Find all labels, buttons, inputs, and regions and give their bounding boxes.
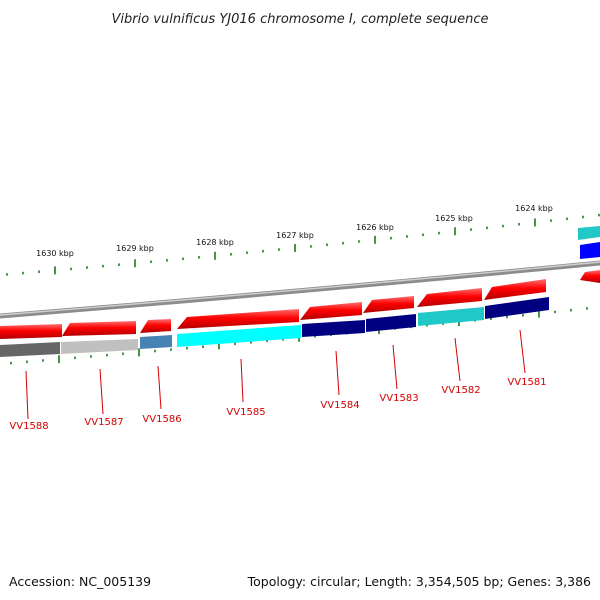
leader-VV1585 xyxy=(240,358,244,403)
gene-label-VV1584: VV1584 xyxy=(320,400,359,411)
gene-label-VV1581: VV1581 xyxy=(507,377,546,388)
leader-VV1583 xyxy=(392,344,398,390)
label-leaders xyxy=(25,329,526,420)
tick-label-1628: 1628 kbp xyxy=(196,238,234,247)
gene-block-VV1582[interactable] xyxy=(418,307,484,326)
gene-arrow-forward-4[interactable] xyxy=(177,309,299,329)
leader-VV1581 xyxy=(519,329,526,374)
gene-label-VV1586: VV1586 xyxy=(142,414,181,425)
forward-strand-genes xyxy=(0,270,600,339)
gene-block-VV1587[interactable] xyxy=(61,339,138,354)
tick-label-1625: 1625 kbp xyxy=(435,214,473,223)
gene-arrow-forward-3[interactable] xyxy=(140,319,171,333)
gene-block-VV1586[interactable] xyxy=(140,335,172,349)
gene-block-cyan-edge[interactable] xyxy=(578,226,600,240)
gene-arrow-forward-8[interactable] xyxy=(484,279,546,300)
gene-label-VV1587: VV1587 xyxy=(84,417,123,428)
gene-arrow-forward-7[interactable] xyxy=(417,288,482,307)
outer-tick-row xyxy=(6,213,600,276)
gene-block-VV1581[interactable] xyxy=(485,297,549,319)
leader-VV1582 xyxy=(454,337,461,382)
gene-label-VV1588: VV1588 xyxy=(9,421,48,432)
gene-block-VV1583[interactable] xyxy=(366,314,416,332)
gene-block-VV1588[interactable] xyxy=(0,342,60,357)
gene-arrow-forward-2[interactable] xyxy=(62,321,136,336)
tick-label-1624: 1624 kbp xyxy=(515,204,553,213)
gene-arrow-forward-1[interactable] xyxy=(0,324,62,339)
gene-label-VV1585: VV1585 xyxy=(226,407,265,418)
tick-label-1630: 1630 kbp xyxy=(36,249,74,258)
backbone-track xyxy=(0,260,600,319)
gene-label-VV1582: VV1582 xyxy=(441,385,480,396)
backbone-highlight xyxy=(0,261,600,316)
leader-VV1587 xyxy=(99,368,104,415)
leader-VV1586 xyxy=(157,365,162,410)
tick-label-1626: 1626 kbp xyxy=(356,223,394,232)
map-title: Vibrio vulnificus YJ016 chromosome I, co… xyxy=(111,12,488,27)
reverse-strand-genes xyxy=(0,226,600,357)
gene-arrow-forward-9[interactable] xyxy=(580,270,600,283)
gene-arrow-forward-5[interactable] xyxy=(300,302,362,320)
accession-text: Accession: NC_005139 xyxy=(9,574,151,589)
leader-VV1584 xyxy=(335,350,340,396)
gene-block-VV1585[interactable] xyxy=(177,325,301,347)
genome-summary-text: Topology: circular; Length: 3,354,505 bp… xyxy=(247,574,591,589)
gene-block-VV1584[interactable] xyxy=(302,320,365,337)
gene-block-blue-edge[interactable] xyxy=(580,242,600,259)
gene-arrow-forward-6[interactable] xyxy=(363,296,414,313)
tick-label-1627: 1627 kbp xyxy=(276,231,314,240)
leader-VV1588 xyxy=(25,370,29,420)
gene-label-VV1583: VV1583 xyxy=(379,393,418,404)
tick-label-1629: 1629 kbp xyxy=(116,244,154,253)
